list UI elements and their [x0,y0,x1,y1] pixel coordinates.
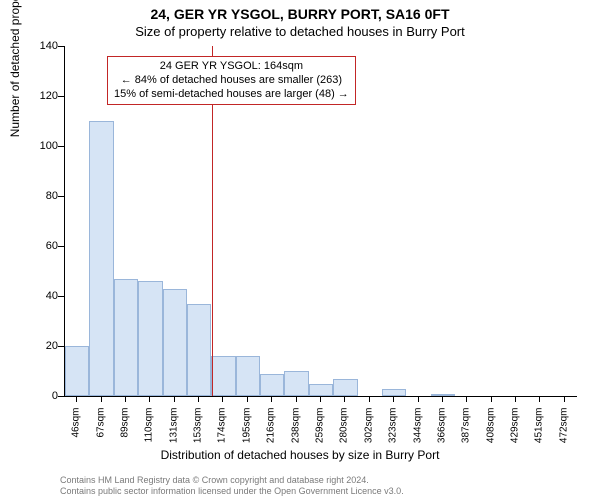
y-tick-label: 40 [22,290,58,302]
y-tick-label: 80 [22,190,58,202]
y-tick [58,346,64,347]
x-tick [564,396,565,402]
x-tick [296,396,297,402]
y-tick [58,396,64,397]
chart-title-line1: 24, GER YR YSGOL, BURRY PORT, SA16 0FT [0,6,600,22]
x-tick [222,396,223,402]
histogram-bar [187,304,211,397]
annotation-line2: ← 84% of detached houses are smaller (26… [114,74,349,88]
y-tick-label: 140 [22,40,58,52]
x-tick [369,396,370,402]
x-tick [149,396,150,402]
y-tick-label: 60 [22,240,58,252]
histogram-bar [89,121,113,396]
y-tick-label: 0 [22,390,58,402]
x-tick [271,396,272,402]
x-tick [247,396,248,402]
footer-line1: Contains HM Land Registry data © Crown c… [60,475,404,485]
footer-attribution: Contains HM Land Registry data © Crown c… [60,475,404,496]
histogram-bar [284,371,308,396]
y-tick [58,196,64,197]
histogram-bar [114,279,138,397]
annotation-line1: 24 GER YR YSGOL: 164sqm [114,60,349,74]
x-tick [198,396,199,402]
histogram-bar [382,389,406,397]
x-tick [466,396,467,402]
histogram-bar [211,356,235,396]
histogram-bar [309,384,333,397]
x-tick [101,396,102,402]
y-tick-label: 100 [22,140,58,152]
y-tick-label: 20 [22,340,58,352]
y-tick [58,96,64,97]
y-tick [58,46,64,47]
x-tick [320,396,321,402]
plot-area: 24 GER YR YSGOL: 164sqm← 84% of detached… [64,46,577,397]
x-tick [393,396,394,402]
x-tick [418,396,419,402]
y-tick [58,246,64,247]
x-tick [344,396,345,402]
x-tick [539,396,540,402]
histogram-bar [138,281,162,396]
y-tick-label: 120 [22,90,58,102]
chart-container: 24, GER YR YSGOL, BURRY PORT, SA16 0FT S… [0,0,600,500]
x-tick [125,396,126,402]
histogram-bar [236,356,260,396]
y-axis-title: Number of detached properties [8,0,22,137]
histogram-bar [333,379,357,397]
y-tick [58,146,64,147]
x-tick [515,396,516,402]
annotation-box: 24 GER YR YSGOL: 164sqm← 84% of detached… [107,56,356,105]
footer-line2: Contains public sector information licen… [60,486,404,496]
histogram-bar [163,289,187,397]
x-tick [491,396,492,402]
y-tick [58,296,64,297]
x-tick [442,396,443,402]
x-axis-title: Distribution of detached houses by size … [0,448,600,462]
x-tick [174,396,175,402]
annotation-line3: 15% of semi-detached houses are larger (… [114,88,349,102]
histogram-bar [260,374,284,397]
x-tick [76,396,77,402]
histogram-bar [65,346,89,396]
histogram-bar [431,394,455,397]
chart-title-line2: Size of property relative to detached ho… [0,24,600,39]
